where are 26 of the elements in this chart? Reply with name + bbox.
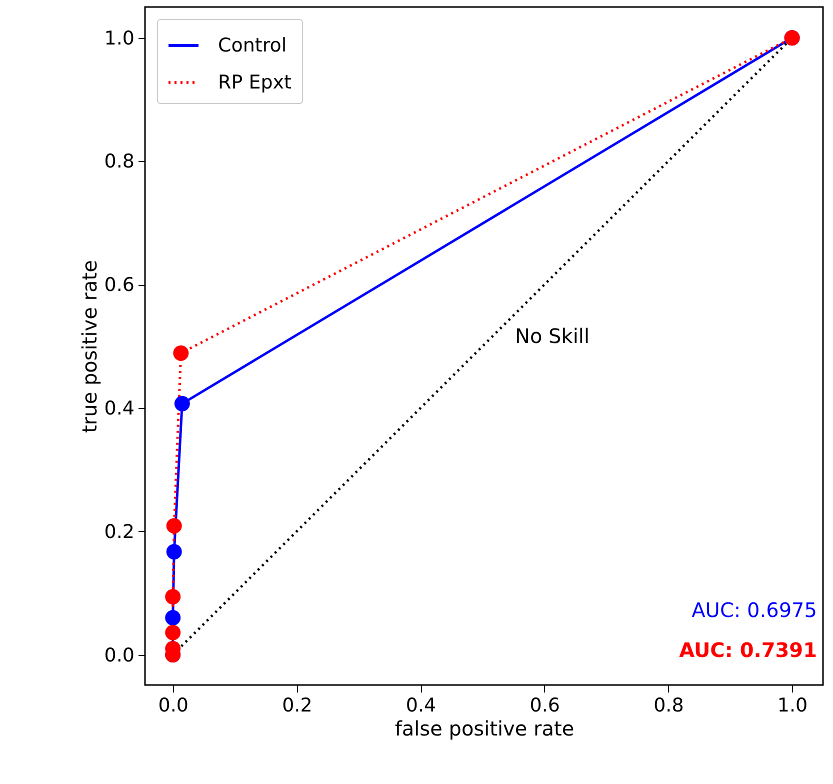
point	[166, 518, 182, 534]
y-tick-label: 0.6	[104, 274, 134, 296]
y-tick-label: 1.0	[104, 27, 134, 50]
point	[166, 544, 182, 560]
x-axis-title: false positive rate	[394, 716, 574, 740]
y-tick-label: 0.2	[104, 520, 134, 543]
point	[174, 396, 190, 412]
x-tick-label: 0.4	[406, 694, 436, 716]
x-tick-label: 0.8	[654, 694, 684, 716]
point	[173, 345, 189, 361]
legend-label: RP Epxt	[218, 72, 292, 94]
x-tick-label: 1.0	[777, 694, 808, 716]
legend-label: Control	[218, 34, 287, 56]
x-tick-label: 0.0	[158, 694, 188, 716]
y-tick-label: 0.0	[104, 644, 134, 666]
y-tick-label: 0.4	[104, 398, 134, 420]
point	[165, 610, 181, 626]
point	[165, 624, 181, 640]
y-axis-title: true positive rate	[77, 260, 102, 433]
y-tick-label: 0.8	[104, 150, 134, 173]
annotation: AUC: 0.6975	[692, 598, 817, 622]
x-tick-label: 0.6	[530, 694, 560, 716]
annotation: AUC: 0.7391	[679, 638, 817, 662]
x-tick-label: 0.2	[282, 694, 312, 716]
annotation: No Skill	[515, 324, 590, 348]
point	[165, 589, 181, 605]
